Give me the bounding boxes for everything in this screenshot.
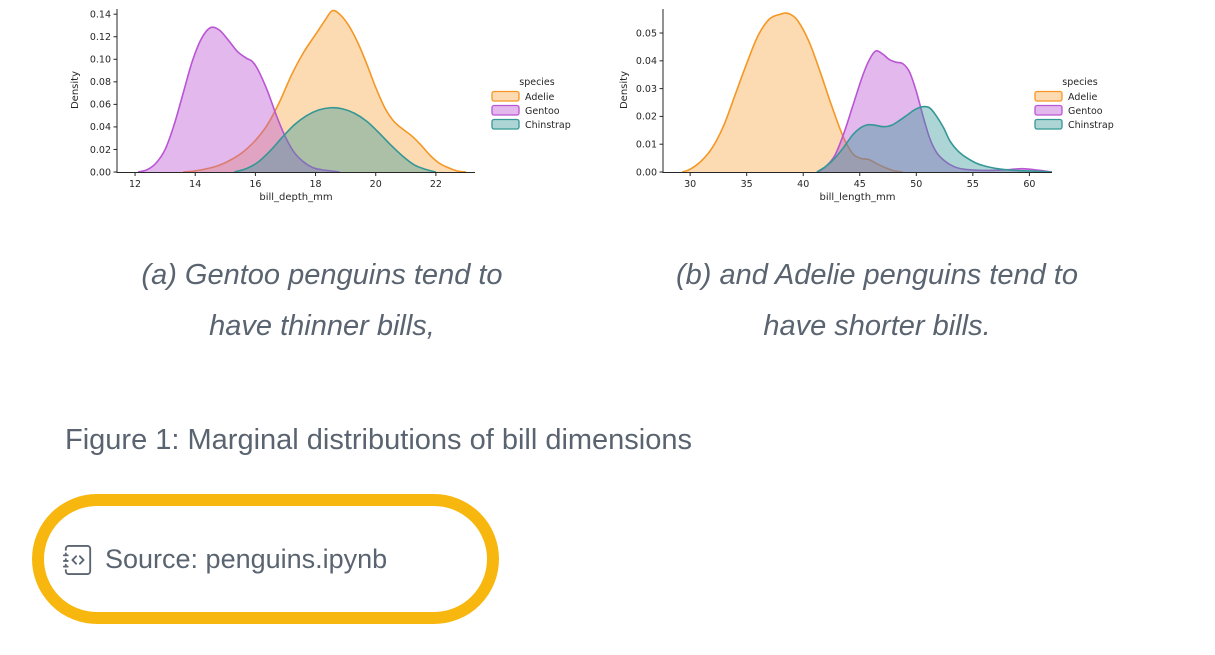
- svg-text:species: species: [1062, 77, 1098, 88]
- svg-text:14: 14: [189, 179, 201, 190]
- svg-text:12: 12: [129, 179, 141, 190]
- svg-text:60: 60: [1023, 179, 1035, 190]
- svg-text:0.00: 0.00: [636, 167, 657, 178]
- svg-text:22: 22: [430, 179, 442, 190]
- figure-caption: Figure 1: Marginal distributions of bill…: [65, 424, 693, 456]
- subcaption-b: (b) and Adelie penguins tend to have sho…: [597, 250, 1157, 352]
- source-row: Source: penguins.ipynb: [63, 544, 387, 575]
- journal-code-icon: [63, 544, 93, 575]
- kde-chart-bill-depth: 12 14 16 18 20 22 0.00 0.02 0.04 0.06 0.08 0.10 0.12…: [70, 9, 571, 203]
- svg-text:0.02: 0.02: [636, 112, 657, 123]
- svg-text:Adelie: Adelie: [1068, 92, 1097, 103]
- svg-text:40: 40: [797, 179, 809, 190]
- kde-chart-bill-length: 30 35 40 45 50 55 60 0.00 0.01 0.02 0.03 0.04 0.05 bi…: [619, 9, 1114, 203]
- svg-text:0.10: 0.10: [90, 55, 111, 66]
- svg-text:0.04: 0.04: [636, 56, 657, 67]
- svg-text:Chinstrap: Chinstrap: [525, 120, 571, 131]
- svg-text:55: 55: [967, 179, 979, 190]
- subcaption-b-line2: have shorter bills.: [763, 310, 991, 342]
- subcaption-a-line2: have thinner bills,: [209, 310, 435, 342]
- subcaption-b-line1: (b) and Adelie penguins tend to: [676, 259, 1078, 291]
- svg-text:18: 18: [310, 179, 322, 190]
- svg-text:0.02: 0.02: [90, 145, 111, 156]
- svg-text:0.01: 0.01: [636, 140, 657, 151]
- svg-text:Gentoo: Gentoo: [525, 106, 560, 117]
- svg-text:0.03: 0.03: [636, 84, 657, 95]
- svg-text:Adelie: Adelie: [525, 92, 554, 103]
- subcaption-a-line1: (a) Gentoo penguins tend to: [141, 259, 503, 291]
- svg-text:50: 50: [910, 179, 922, 190]
- svg-text:0.04: 0.04: [90, 122, 111, 133]
- svg-text:45: 45: [854, 179, 866, 190]
- svg-text:species: species: [519, 77, 555, 88]
- svg-text:35: 35: [741, 179, 753, 190]
- svg-text:0.14: 0.14: [90, 9, 111, 20]
- svg-text:0.08: 0.08: [90, 77, 111, 88]
- svg-text:16: 16: [249, 179, 261, 190]
- svg-text:Chinstrap: Chinstrap: [1068, 120, 1114, 131]
- source-label: Source: penguins.ipynb: [105, 544, 388, 574]
- svg-text:0.12: 0.12: [90, 32, 111, 43]
- svg-text:Density: Density: [619, 71, 630, 109]
- svg-text:20: 20: [370, 179, 382, 190]
- svg-text:bill_depth_mm: bill_depth_mm: [259, 192, 332, 203]
- svg-text:bill_length_mm: bill_length_mm: [819, 192, 895, 203]
- svg-text:Density: Density: [70, 71, 81, 109]
- svg-text:0.00: 0.00: [90, 167, 111, 178]
- svg-text:0.05: 0.05: [636, 28, 657, 39]
- svg-text:0.06: 0.06: [90, 100, 111, 111]
- subcaption-a: (a) Gentoo penguins tend to have thinner…: [44, 250, 600, 352]
- svg-text:Gentoo: Gentoo: [1068, 106, 1103, 117]
- svg-text:30: 30: [684, 179, 696, 190]
